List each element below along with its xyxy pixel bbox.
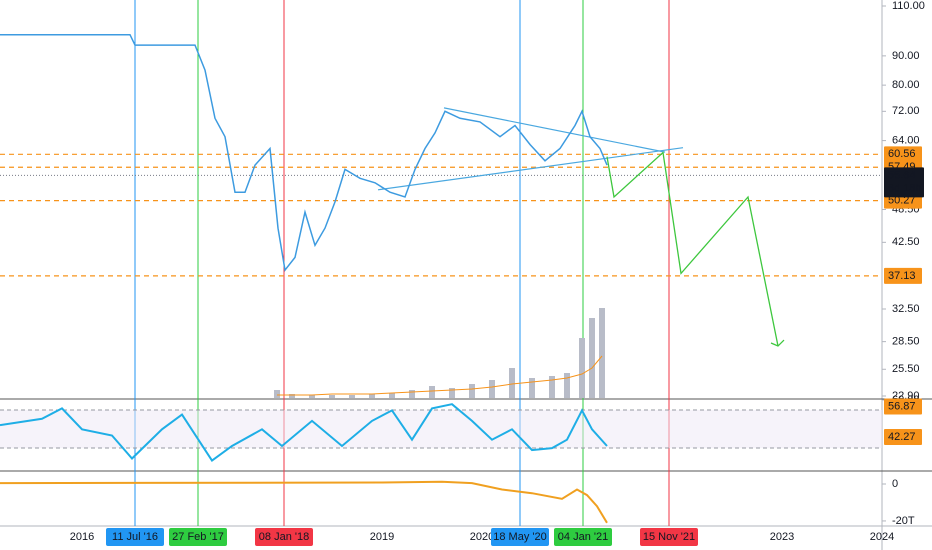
rsi-band-fill bbox=[0, 410, 882, 449]
y-tick-label: 32.50 bbox=[892, 303, 920, 315]
date-badge-bg bbox=[106, 528, 164, 546]
volume-bar bbox=[349, 395, 355, 398]
volume-bar bbox=[274, 390, 280, 398]
volume-bar bbox=[489, 380, 495, 398]
date-badge: 18 May '20 bbox=[493, 531, 546, 543]
volume-bar bbox=[329, 395, 335, 398]
y-tick-label: 90.00 bbox=[892, 50, 920, 62]
trendline bbox=[377, 147, 684, 191]
indicator-badge: 42.27 bbox=[888, 431, 916, 443]
volume-bar bbox=[599, 308, 605, 398]
volume-bar bbox=[564, 373, 570, 398]
x-tick-label: 2016 bbox=[70, 531, 94, 543]
countdown-label: 6d 18h bbox=[888, 182, 922, 194]
y-tick-label: 110.00 bbox=[892, 0, 925, 12]
series-line bbox=[0, 480, 608, 524]
y-tick-label: 0 bbox=[892, 478, 898, 490]
volume-bar bbox=[369, 394, 375, 398]
level-label: 50.27 bbox=[888, 195, 916, 207]
date-badge-bg bbox=[169, 528, 227, 546]
date-badge-bg bbox=[491, 528, 549, 546]
volume-bar bbox=[469, 384, 475, 398]
date-badge-bg bbox=[554, 528, 612, 546]
x-tick-label: 2023 bbox=[770, 531, 794, 543]
level-label-bg bbox=[884, 146, 922, 163]
volume-bar bbox=[429, 386, 435, 398]
volume-bar bbox=[309, 395, 315, 398]
level-label-bg bbox=[884, 267, 922, 284]
volume-bar bbox=[579, 338, 585, 398]
date-badge: 08 Jan '18 bbox=[259, 531, 309, 543]
volume-bar bbox=[509, 368, 515, 398]
x-tick-label: 2020 bbox=[470, 531, 494, 543]
x-tick-label: 2019 bbox=[370, 531, 394, 543]
volume-bar bbox=[529, 378, 535, 398]
last-price-label: 55.64 bbox=[888, 169, 916, 181]
volume-bar bbox=[289, 394, 295, 398]
volume-bar bbox=[409, 390, 415, 398]
y-tick-label: 28.50 bbox=[892, 336, 920, 348]
y-tick-label: 64.00 bbox=[892, 134, 920, 146]
projection-arrowhead bbox=[770, 339, 785, 347]
series-line bbox=[0, 403, 608, 463]
volume-ma bbox=[277, 355, 603, 396]
level-label: 60.56 bbox=[888, 148, 916, 160]
volume-bar bbox=[389, 393, 395, 398]
date-badge: 11 Jul '16 bbox=[112, 531, 158, 543]
date-badge: 04 Jan '21 bbox=[558, 531, 608, 543]
x-tick-label: 2024 bbox=[870, 531, 894, 543]
date-badge-bg bbox=[255, 528, 313, 546]
y-tick-label: 42.50 bbox=[892, 236, 920, 248]
level-label: 37.13 bbox=[888, 270, 916, 282]
series-line bbox=[0, 33, 608, 272]
volume-bar bbox=[449, 388, 455, 398]
volume-bar bbox=[589, 318, 595, 398]
y-tick-label: 25.50 bbox=[892, 363, 920, 375]
projection-path bbox=[606, 151, 779, 347]
indicator-badge-bg bbox=[884, 398, 922, 415]
indicator-badge-bg bbox=[884, 429, 922, 446]
y-tick-label: -20T bbox=[892, 515, 915, 527]
indicator-badge: 56.87 bbox=[888, 400, 916, 412]
y-tick-label: 72.00 bbox=[892, 105, 920, 117]
y-tick-label: 80.00 bbox=[892, 79, 920, 91]
volume-bar bbox=[549, 376, 555, 398]
last-price-bg bbox=[884, 167, 924, 198]
date-badge: 15 Nov '21 bbox=[643, 531, 695, 543]
date-badge-bg bbox=[640, 528, 698, 546]
trendline bbox=[443, 107, 666, 153]
date-badge: 27 Feb '17 bbox=[172, 531, 224, 543]
